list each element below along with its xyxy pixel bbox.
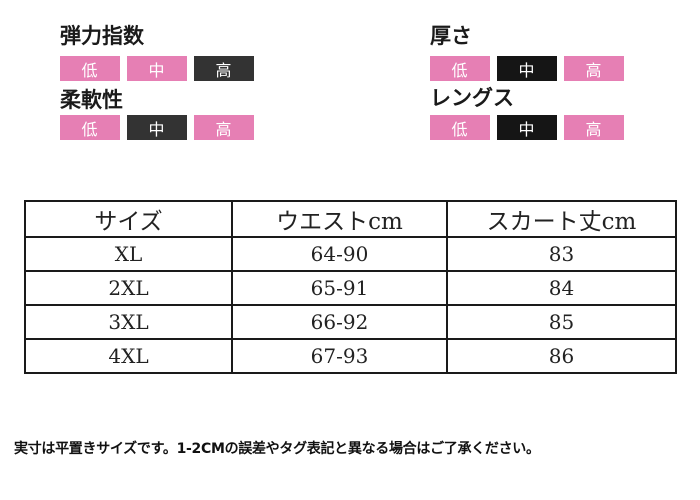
size-disclaimer-note: 実寸は平置きサイズです。1-2CMの誤差やタグ表記と異なる場合はご了承ください。: [14, 441, 540, 457]
table-row: 3XL 66-92 85: [24, 304, 677, 340]
elasticity-level-low: 低: [60, 56, 120, 81]
waist-cell: 66-92: [231, 304, 448, 340]
thickness-level-high: 高: [564, 56, 624, 81]
size-table: サイズ ウエストcm スカート丈cm XL 64-90 83 2XL 65-91…: [24, 200, 677, 374]
table-row: 2XL 65-91 84: [24, 270, 677, 306]
softness-scale: 低 中 高: [60, 115, 254, 140]
skirt-length-cell: 83: [446, 236, 677, 272]
thickness-level-low: 低: [430, 56, 490, 81]
elasticity-level-mid: 中: [127, 56, 187, 81]
length-level-mid: 中: [497, 115, 557, 140]
column-header-size: サイズ: [24, 200, 233, 238]
size-cell: 4XL: [24, 338, 233, 374]
size-cell: 2XL: [24, 270, 233, 306]
thickness-scale: 低 中 高: [430, 56, 624, 81]
length-level-high: 高: [564, 115, 624, 140]
table-row: XL 64-90 83: [24, 236, 677, 272]
length-title: レングス: [430, 86, 514, 110]
waist-cell: 65-91: [231, 270, 448, 306]
softness-title: 柔軟性: [60, 88, 123, 112]
softness-level-high: 高: [194, 115, 254, 140]
waist-cell: 64-90: [231, 236, 448, 272]
column-header-skirt-length: スカート丈cm: [446, 200, 677, 238]
length-scale: 低 中 高: [430, 115, 624, 140]
softness-level-mid: 中: [127, 115, 187, 140]
skirt-length-cell: 86: [446, 338, 677, 374]
skirt-length-cell: 84: [446, 270, 677, 306]
waist-cell: 67-93: [231, 338, 448, 374]
elasticity-level-high: 高: [194, 56, 254, 81]
elasticity-scale: 低 中 高: [60, 56, 254, 81]
size-cell: XL: [24, 236, 233, 272]
elasticity-title: 弾力指数: [60, 24, 144, 48]
size-cell: 3XL: [24, 304, 233, 340]
softness-level-low: 低: [60, 115, 120, 140]
skirt-length-cell: 85: [446, 304, 677, 340]
length-level-low: 低: [430, 115, 490, 140]
table-row: 4XL 67-93 86: [24, 338, 677, 374]
thickness-level-mid: 中: [497, 56, 557, 81]
column-header-waist: ウエストcm: [231, 200, 448, 238]
size-table-header-row: サイズ ウエストcm スカート丈cm: [24, 200, 677, 238]
thickness-title: 厚さ: [430, 24, 472, 48]
